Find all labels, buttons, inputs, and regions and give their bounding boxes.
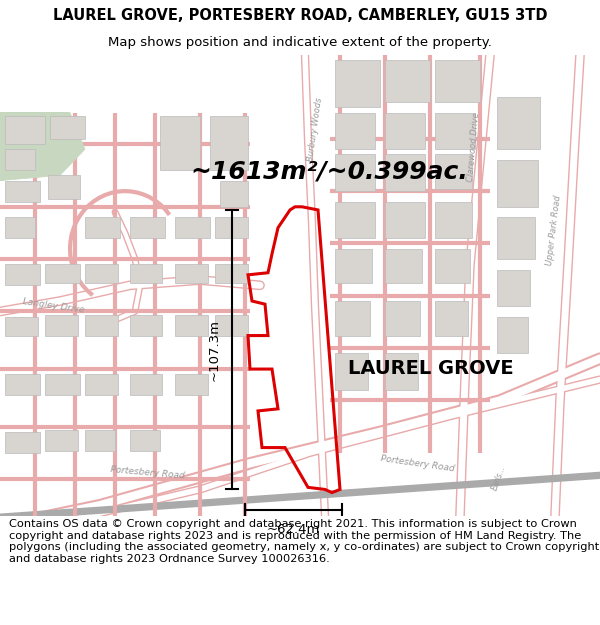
Polygon shape [335, 201, 375, 238]
Text: ~107.3m: ~107.3m [208, 319, 221, 381]
Text: ~1613m²/~0.399ac.: ~1613m²/~0.399ac. [190, 159, 468, 184]
Polygon shape [435, 249, 470, 283]
Text: LAUREL GROVE: LAUREL GROVE [348, 359, 514, 378]
Polygon shape [215, 217, 248, 238]
Polygon shape [5, 116, 45, 144]
Polygon shape [45, 264, 80, 283]
Polygon shape [5, 432, 40, 452]
Polygon shape [85, 430, 115, 451]
Polygon shape [385, 353, 418, 390]
Text: Contains OS data © Crown copyright and database right 2021. This information is : Contains OS data © Crown copyright and d… [9, 519, 599, 564]
Text: Portesbery Road: Portesbery Road [380, 454, 455, 474]
Polygon shape [497, 159, 538, 207]
Text: Earls...: Earls... [490, 464, 508, 491]
Polygon shape [335, 112, 375, 149]
Polygon shape [130, 217, 165, 238]
Polygon shape [385, 249, 422, 283]
Polygon shape [497, 97, 540, 149]
Text: Clarewood Drive: Clarewood Drive [466, 112, 481, 182]
Polygon shape [160, 116, 200, 170]
Polygon shape [335, 353, 368, 390]
Polygon shape [385, 154, 425, 191]
Text: Portesbery Road: Portesbery Road [110, 466, 185, 481]
Text: Burbury Woods: Burbury Woods [306, 97, 324, 162]
Polygon shape [85, 264, 118, 283]
Text: ~62.4m: ~62.4m [267, 522, 320, 536]
Polygon shape [45, 430, 78, 451]
Polygon shape [497, 269, 530, 306]
Polygon shape [85, 374, 118, 395]
Polygon shape [435, 154, 472, 189]
Polygon shape [385, 301, 420, 336]
Polygon shape [5, 317, 38, 336]
Polygon shape [45, 314, 78, 336]
Polygon shape [5, 181, 40, 201]
Polygon shape [50, 116, 85, 139]
Text: LAUREL GROVE, PORTESBERY ROAD, CAMBERLEY, GU15 3TD: LAUREL GROVE, PORTESBERY ROAD, CAMBERLEY… [53, 8, 547, 23]
Polygon shape [130, 374, 162, 395]
Polygon shape [335, 60, 380, 108]
Polygon shape [210, 116, 248, 170]
Polygon shape [435, 60, 480, 102]
Polygon shape [5, 217, 35, 238]
Polygon shape [175, 314, 208, 336]
Polygon shape [130, 430, 160, 451]
Polygon shape [5, 149, 35, 170]
Polygon shape [385, 112, 425, 149]
Polygon shape [5, 264, 40, 285]
Polygon shape [45, 374, 80, 395]
Polygon shape [385, 201, 425, 238]
Polygon shape [385, 60, 430, 102]
Polygon shape [5, 374, 40, 395]
Text: Upper Park Road: Upper Park Road [545, 195, 563, 266]
Polygon shape [175, 374, 208, 395]
Polygon shape [175, 264, 208, 283]
Polygon shape [215, 264, 248, 283]
Polygon shape [85, 314, 118, 336]
Polygon shape [0, 112, 82, 181]
Polygon shape [220, 181, 248, 207]
Polygon shape [497, 317, 528, 353]
Polygon shape [130, 314, 162, 336]
Polygon shape [335, 249, 372, 283]
Polygon shape [48, 176, 80, 199]
Polygon shape [175, 217, 210, 238]
Polygon shape [435, 201, 472, 238]
Polygon shape [85, 217, 120, 238]
Polygon shape [130, 264, 162, 283]
Polygon shape [335, 301, 370, 336]
Polygon shape [0, 112, 85, 181]
Polygon shape [335, 154, 375, 191]
Polygon shape [435, 301, 468, 336]
Polygon shape [497, 217, 535, 259]
Text: Map shows position and indicative extent of the property.: Map shows position and indicative extent… [108, 36, 492, 49]
Text: Langley Drive: Langley Drive [22, 298, 85, 315]
Polygon shape [435, 112, 475, 149]
Polygon shape [215, 314, 248, 336]
